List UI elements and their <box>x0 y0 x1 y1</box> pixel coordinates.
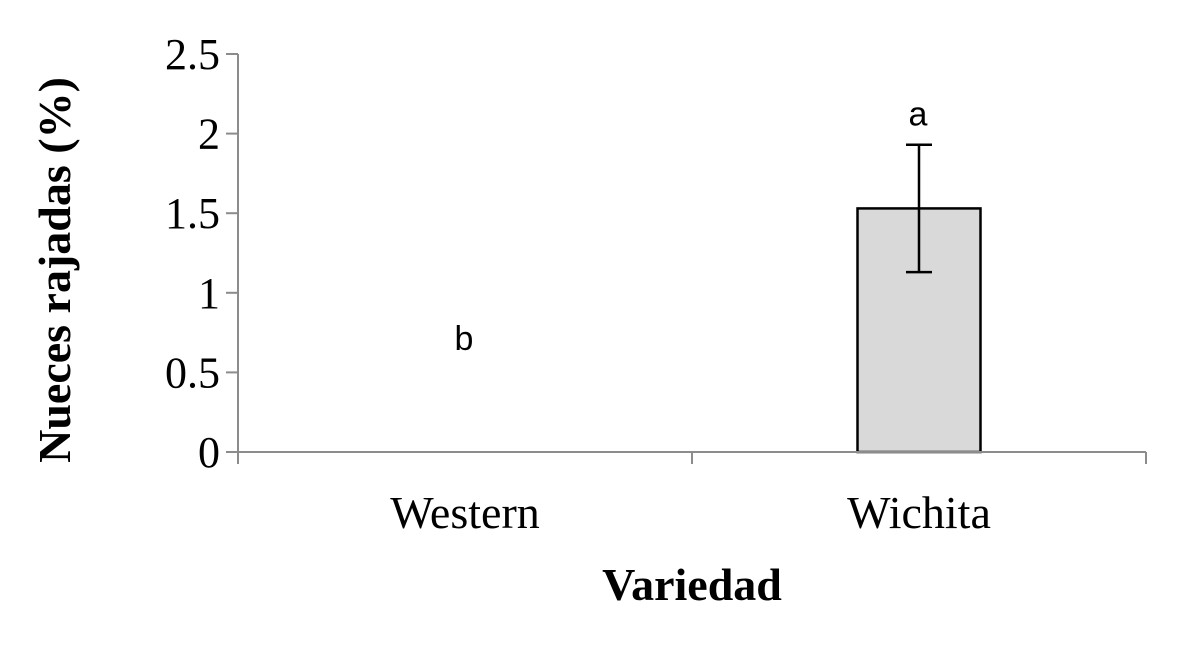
y-tick-label: 2.5 <box>165 30 220 79</box>
x-axis-title: Variedad <box>602 559 782 610</box>
significance-label: b <box>455 320 474 358</box>
y-axis-title: Nueces rajadas (%) <box>29 77 80 463</box>
y-tick-label: 1 <box>198 269 220 318</box>
y-axis-ticks: 0 0.5 1 1.5 2 2.5 <box>165 30 238 477</box>
axes <box>237 54 1146 453</box>
x-axis-categories: Western Wichita <box>237 452 1147 538</box>
significance-label: a <box>909 96 928 134</box>
x-category-label: Wichita <box>847 487 991 538</box>
y-tick-label: 0 <box>198 428 220 477</box>
y-tick-label: 2 <box>198 110 220 159</box>
y-tick-label: 0.5 <box>165 348 220 397</box>
y-tick-label: 1.5 <box>165 189 220 238</box>
x-category-label: Western <box>390 487 540 538</box>
bars: ba <box>455 96 982 454</box>
